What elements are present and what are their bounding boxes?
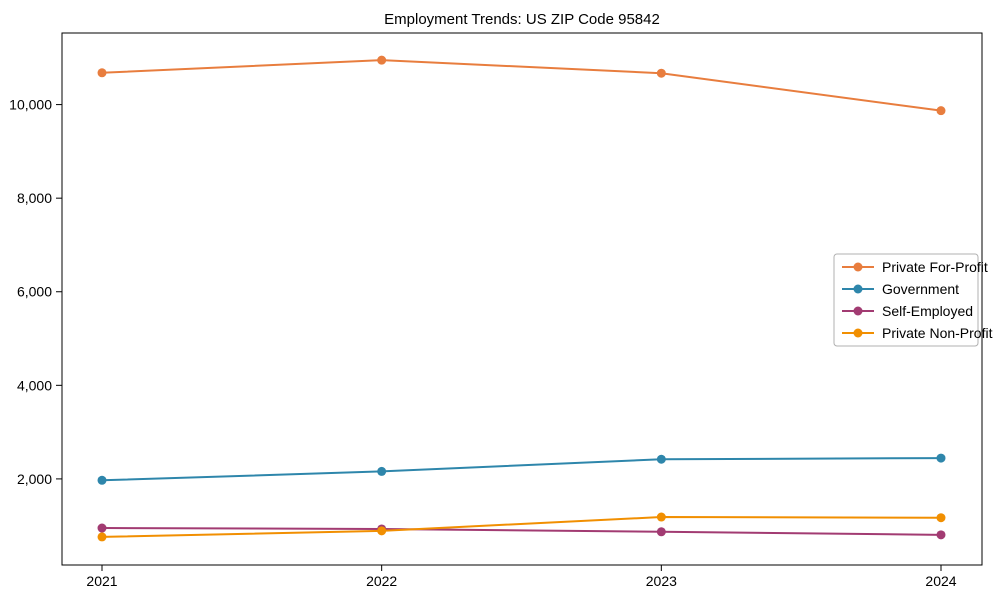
series-line-self-employed (101, 527, 942, 536)
series-line-private-for-profit (101, 59, 942, 112)
data-point-government (97, 475, 107, 485)
legend-entry-private-for-profit: Private For-Profit (842, 259, 988, 275)
legend-marker-dot (853, 262, 863, 272)
legend-label: Self-Employed (882, 303, 973, 319)
data-point-private-non-profit (377, 526, 387, 536)
x-tick-label: 2022 (366, 573, 397, 589)
data-point-private-non-profit (656, 512, 666, 522)
legend-marker-dot (853, 284, 863, 294)
legend-label: Government (882, 281, 959, 297)
legend-entry-private-non-profit: Private Non-Profit (842, 325, 993, 341)
series-line-government (101, 457, 942, 482)
legend-marker-dot (853, 306, 863, 316)
y-tick-label: 6,000 (17, 284, 52, 300)
y-tick-label: 4,000 (17, 377, 52, 393)
data-point-government (377, 466, 387, 476)
data-point-government (936, 453, 946, 463)
data-point-private-non-profit (936, 513, 946, 523)
chart-title: Employment Trends: US ZIP Code 95842 (384, 11, 660, 28)
data-point-private-non-profit (97, 532, 107, 542)
x-tick-label: 2021 (86, 573, 117, 589)
data-point-self-employed (936, 530, 946, 540)
legend-marker-dot (853, 328, 863, 338)
data-point-self-employed (97, 523, 107, 533)
legend-box (833, 253, 979, 347)
y-tick-label: 2,000 (17, 471, 52, 487)
series-line-private-non-profit (101, 516, 942, 538)
legend-label: Private Non-Profit (882, 325, 993, 341)
data-point-private-for-profit (656, 68, 666, 78)
data-point-self-employed (656, 527, 666, 537)
x-tick-label: 2024 (925, 573, 956, 589)
y-tick-label: 8,000 (17, 190, 52, 206)
data-point-private-for-profit (377, 55, 387, 65)
plot-area: 2,000 4,000 6,000 8,000 10,000 2021 2022 2023 20… (9, 32, 983, 589)
data-point-government (656, 454, 666, 464)
x-tick-label: 2023 (646, 573, 677, 589)
data-point-private-for-profit (936, 106, 946, 116)
legend-entry-self-employed: Self-Employed (842, 303, 973, 319)
plot-border (61, 32, 983, 566)
data-point-private-for-profit (97, 68, 107, 78)
y-tick-label: 10,000 (9, 97, 52, 113)
legend-entry-government: Government (842, 281, 959, 297)
legend-label: Private For-Profit (882, 259, 988, 275)
legend: Private For-Profit Government Self-Employe… (833, 253, 993, 347)
